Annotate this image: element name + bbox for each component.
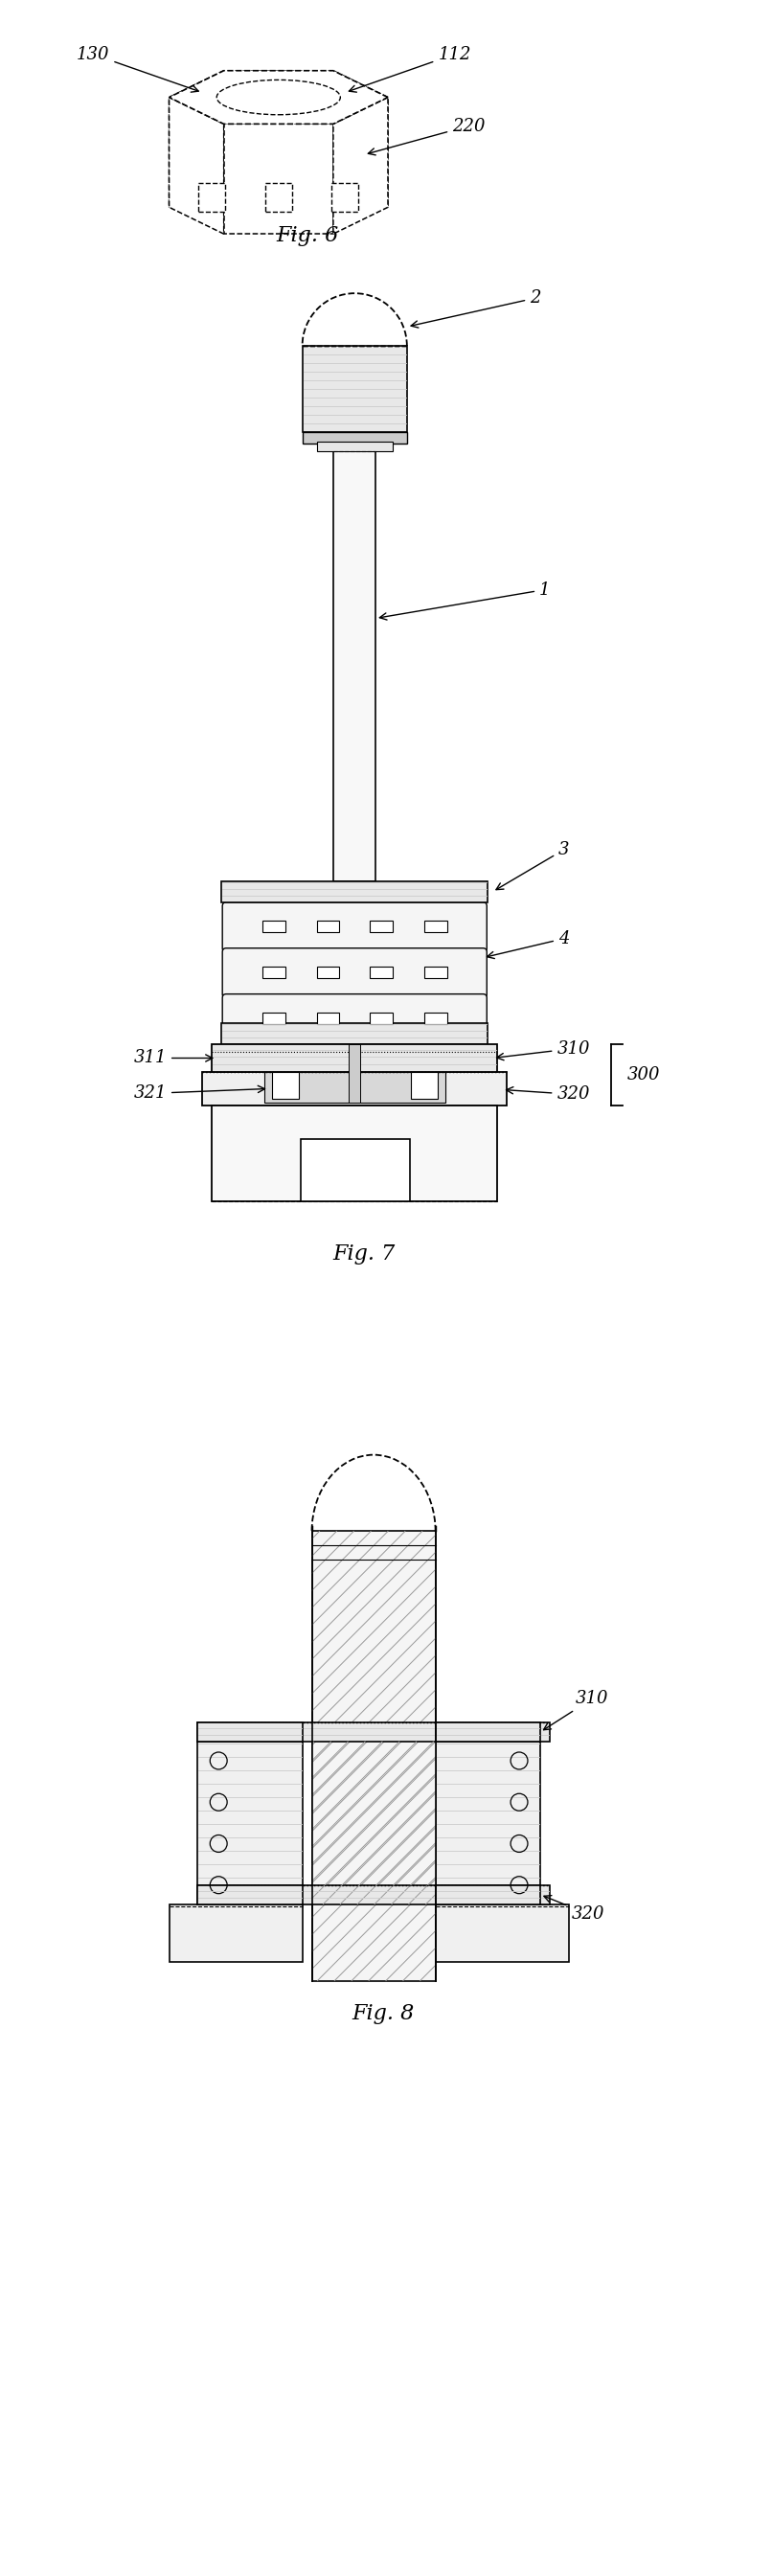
Text: Fig. 7: Fig. 7 <box>333 1244 395 1265</box>
Polygon shape <box>411 1072 438 1100</box>
Text: 310: 310 <box>496 1041 590 1061</box>
FancyBboxPatch shape <box>222 902 487 953</box>
Polygon shape <box>370 966 393 979</box>
Polygon shape <box>312 1741 435 1904</box>
Text: 112: 112 <box>349 46 471 93</box>
Polygon shape <box>262 920 285 933</box>
Polygon shape <box>198 1886 550 1904</box>
Polygon shape <box>334 70 388 206</box>
Polygon shape <box>317 920 340 933</box>
Polygon shape <box>317 966 340 979</box>
Polygon shape <box>334 451 375 881</box>
Text: Fig. 8: Fig. 8 <box>352 2004 415 2025</box>
Polygon shape <box>222 1023 488 1043</box>
Polygon shape <box>424 1012 447 1023</box>
Polygon shape <box>262 1012 285 1023</box>
Polygon shape <box>435 1741 540 1904</box>
Polygon shape <box>262 966 285 979</box>
Polygon shape <box>370 1012 393 1023</box>
Text: 3: 3 <box>496 840 570 889</box>
Polygon shape <box>212 1105 497 1200</box>
Text: 300: 300 <box>628 1066 661 1084</box>
Text: Fig. 6: Fig. 6 <box>276 224 338 247</box>
Text: 320: 320 <box>544 1896 604 1922</box>
Polygon shape <box>169 70 388 124</box>
Polygon shape <box>198 183 225 211</box>
Polygon shape <box>169 70 224 206</box>
Polygon shape <box>198 1723 303 1741</box>
Polygon shape <box>435 1904 569 1960</box>
Polygon shape <box>224 124 334 234</box>
Text: 130: 130 <box>76 46 198 93</box>
Polygon shape <box>202 1072 506 1105</box>
Polygon shape <box>198 1741 303 1904</box>
Polygon shape <box>349 1043 361 1103</box>
Polygon shape <box>266 183 292 211</box>
Polygon shape <box>169 98 224 234</box>
Polygon shape <box>435 1886 540 1904</box>
Polygon shape <box>317 1012 340 1023</box>
Polygon shape <box>332 183 358 211</box>
Polygon shape <box>198 1723 550 1741</box>
Polygon shape <box>424 920 447 933</box>
Polygon shape <box>334 98 388 234</box>
Polygon shape <box>300 1139 410 1200</box>
Polygon shape <box>424 966 447 979</box>
Polygon shape <box>224 70 334 180</box>
Polygon shape <box>198 1886 303 1904</box>
Text: 320: 320 <box>506 1087 590 1103</box>
Polygon shape <box>264 1072 445 1103</box>
Polygon shape <box>370 920 393 933</box>
Text: 4: 4 <box>487 930 570 958</box>
FancyBboxPatch shape <box>222 994 487 1043</box>
Polygon shape <box>317 440 393 451</box>
Polygon shape <box>169 1904 303 1960</box>
FancyBboxPatch shape <box>222 948 487 997</box>
Text: 321: 321 <box>134 1084 265 1103</box>
Polygon shape <box>435 1723 540 1741</box>
Polygon shape <box>303 345 407 433</box>
Text: 2: 2 <box>411 289 541 327</box>
Polygon shape <box>222 881 488 902</box>
Text: 311: 311 <box>134 1048 212 1066</box>
Polygon shape <box>272 1072 299 1100</box>
Text: 1: 1 <box>380 582 550 621</box>
Text: 310: 310 <box>543 1690 609 1731</box>
Polygon shape <box>212 1043 497 1072</box>
Polygon shape <box>303 433 407 443</box>
Text: 220: 220 <box>368 118 486 155</box>
Polygon shape <box>312 1530 435 1981</box>
